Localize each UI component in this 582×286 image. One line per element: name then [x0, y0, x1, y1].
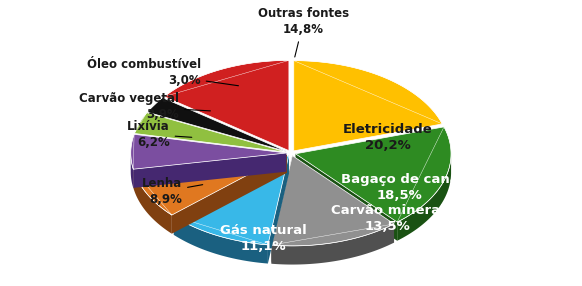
- Text: Lenha
8,9%: Lenha 8,9%: [142, 177, 203, 206]
- Text: Carvão mineral
13,5%: Carvão mineral 13,5%: [331, 204, 444, 233]
- Polygon shape: [134, 154, 287, 215]
- Polygon shape: [268, 156, 289, 263]
- Polygon shape: [134, 113, 286, 152]
- Text: Bagaço de cana
18,5%: Bagaço de cana 18,5%: [341, 173, 459, 202]
- Polygon shape: [134, 170, 172, 234]
- Polygon shape: [172, 154, 287, 234]
- Text: Óleo combustível
3,0%: Óleo combustível 3,0%: [87, 58, 239, 87]
- Polygon shape: [271, 224, 394, 265]
- Polygon shape: [292, 156, 394, 243]
- Polygon shape: [131, 153, 133, 188]
- Text: Outras fontes
14,8%: Outras fontes 14,8%: [258, 7, 349, 57]
- Polygon shape: [271, 156, 292, 264]
- Text: Gás natural
11,1%: Gás natural 11,1%: [219, 224, 306, 253]
- Text: Eletricidade
20,2%: Eletricidade 20,2%: [343, 123, 432, 152]
- Polygon shape: [131, 134, 286, 169]
- Polygon shape: [174, 216, 268, 263]
- Polygon shape: [397, 155, 451, 241]
- Polygon shape: [271, 156, 394, 246]
- Polygon shape: [174, 156, 289, 235]
- Polygon shape: [133, 153, 286, 188]
- Text: Lixívia
6,2%: Lixívia 6,2%: [127, 120, 191, 149]
- Polygon shape: [147, 98, 287, 152]
- Polygon shape: [174, 156, 289, 245]
- Polygon shape: [134, 154, 287, 189]
- Text: Carvão vegetal
3,9%: Carvão vegetal 3,9%: [79, 92, 211, 121]
- Polygon shape: [296, 127, 451, 222]
- Polygon shape: [164, 60, 289, 151]
- Polygon shape: [294, 61, 442, 151]
- Polygon shape: [296, 154, 397, 241]
